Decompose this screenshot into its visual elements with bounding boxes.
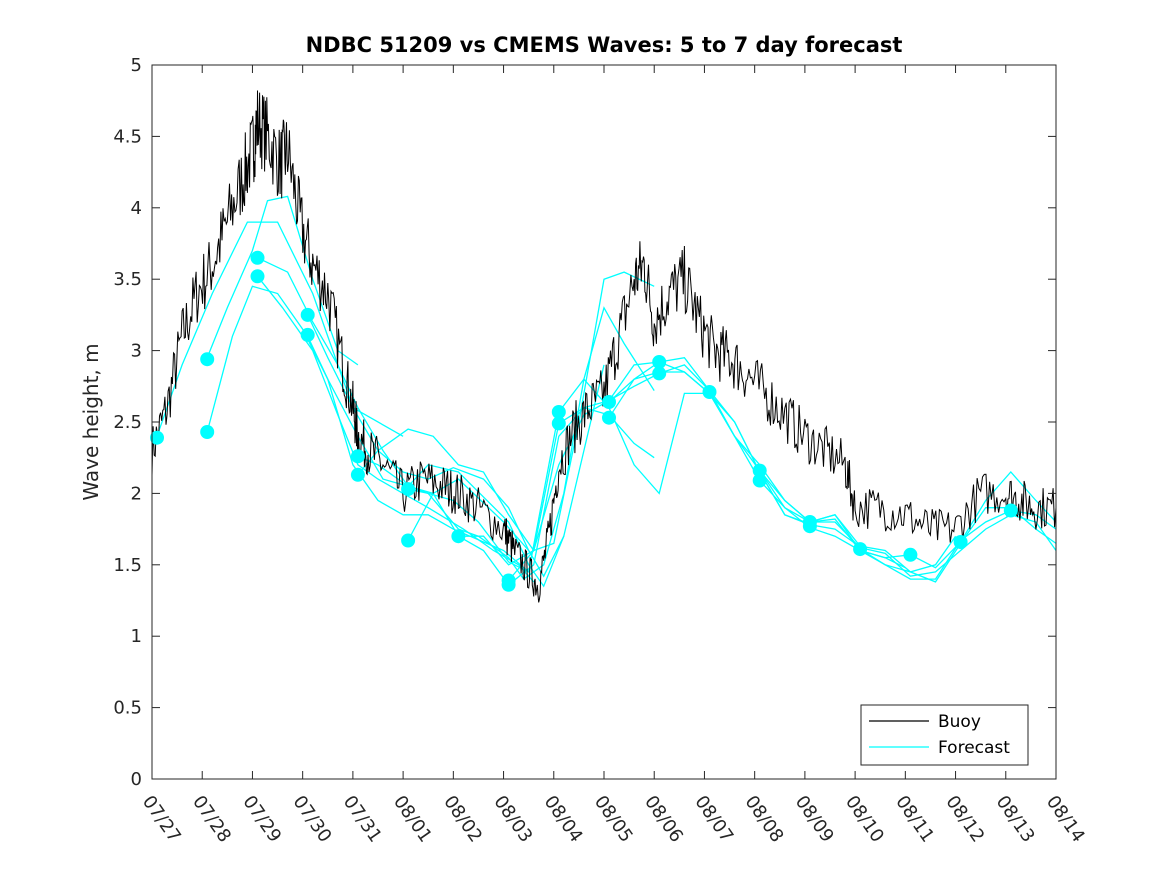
forecast-line-1 bbox=[156, 221, 404, 437]
plot-frame bbox=[151, 64, 1057, 780]
y-axis-label: Wave height, m bbox=[79, 343, 103, 500]
y-tick-label: 2 bbox=[131, 483, 142, 504]
forecast-line-2 bbox=[206, 195, 359, 366]
forecast-marker-6 bbox=[300, 307, 315, 322]
forecast-marker-4 bbox=[250, 250, 265, 265]
forecast-marker-27 bbox=[903, 547, 918, 562]
legend-label-buoy: Buoy bbox=[938, 712, 981, 732]
forecast-marker-18 bbox=[602, 410, 616, 425]
forecast-line-3 bbox=[206, 285, 530, 573]
forecast-marker-1 bbox=[150, 430, 164, 445]
chart-title: NDBC 51209 vs CMEMS Waves: 5 to 7 day fo… bbox=[306, 33, 903, 57]
y-tick-label: 3.5 bbox=[113, 269, 142, 290]
forecast-line-7 bbox=[307, 336, 605, 588]
plot-area bbox=[150, 90, 1057, 603]
forecast-marker-15 bbox=[551, 405, 566, 419]
y-tick-label: 1 bbox=[131, 626, 142, 647]
legend: Buoy Forecast bbox=[860, 704, 1029, 766]
forecast-marker-19 bbox=[652, 355, 667, 369]
forecast-marker-29 bbox=[1003, 503, 1018, 518]
forecast-marker-16 bbox=[551, 416, 566, 431]
forecast-marker-3 bbox=[200, 425, 215, 439]
y-tick-label: 5 bbox=[131, 55, 142, 76]
forecast-marker-28 bbox=[953, 535, 968, 549]
forecast-marker-9 bbox=[350, 467, 365, 482]
forecast-line-15 bbox=[608, 371, 957, 573]
y-tick-label: 4.5 bbox=[113, 126, 142, 147]
forecast-marker-20 bbox=[652, 366, 667, 381]
forecast-line-9 bbox=[357, 271, 655, 552]
legend-label-forecast: Forecast bbox=[938, 738, 1010, 758]
y-tick-label: 2.5 bbox=[113, 412, 142, 433]
y-axis-ticks: 0 0.5 1 1.5 2 2.5 3 3.5 4 4.5 5 bbox=[113, 55, 1056, 790]
forecast-marker-2 bbox=[200, 352, 215, 367]
y-tick-label: 3 bbox=[131, 341, 142, 362]
forecast-marker-14 bbox=[501, 577, 516, 592]
forecast-marker-25 bbox=[802, 519, 817, 534]
buoy-line bbox=[151, 90, 1057, 603]
forecast-marker-21 bbox=[702, 385, 717, 399]
forecast-marker-10 bbox=[401, 482, 416, 497]
forecast-marker-26 bbox=[853, 542, 868, 557]
forecast-marker-7 bbox=[300, 327, 315, 342]
legend-box bbox=[860, 704, 1029, 766]
forecast-line-18 bbox=[809, 471, 1057, 569]
forecast-marker-12 bbox=[451, 529, 466, 544]
forecast-marker-17 bbox=[602, 395, 616, 409]
y-tick-label: 1.5 bbox=[113, 555, 142, 576]
forecast-line-4 bbox=[257, 257, 530, 551]
forecast-marker-22 bbox=[752, 463, 767, 478]
forecast-marker-23 bbox=[752, 473, 767, 488]
y-tick-label: 0 bbox=[131, 769, 142, 790]
forecast-marker-11 bbox=[401, 533, 416, 548]
y-tick-label: 4 bbox=[131, 198, 142, 219]
forecast-marker-8 bbox=[350, 449, 365, 464]
forecast-line-16 bbox=[708, 393, 1057, 583]
y-tick-label: 0.5 bbox=[113, 698, 142, 719]
forecast-marker-5 bbox=[250, 269, 265, 284]
